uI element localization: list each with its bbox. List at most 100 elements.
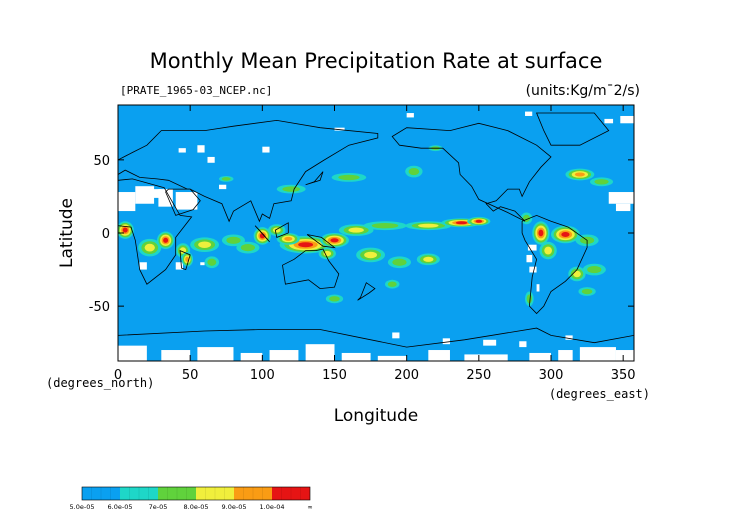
missing-cell xyxy=(197,347,234,361)
madagascar-coastline xyxy=(179,249,191,271)
x-tick-label: 0 xyxy=(114,368,122,383)
precip-patch xyxy=(284,236,293,241)
precip-patch xyxy=(574,172,585,177)
colorbar-frame xyxy=(81,486,311,501)
missing-cell xyxy=(565,335,573,340)
australia-coastline xyxy=(282,248,340,290)
japan-coastline xyxy=(305,171,324,186)
new-guinea-coastline xyxy=(306,234,336,249)
missing-cell xyxy=(615,203,631,212)
precip-patch xyxy=(198,241,212,248)
missing-cell xyxy=(604,118,614,124)
colorbar-label: 6.0e-05 xyxy=(108,503,133,511)
x-tick-label: 50 xyxy=(182,368,199,383)
missing-cell xyxy=(240,352,263,361)
missing-cell xyxy=(526,254,533,263)
colorbar-label: ∞ xyxy=(307,503,312,511)
precip-patch xyxy=(272,227,281,233)
missing-cell xyxy=(529,266,537,273)
missing-cell xyxy=(175,262,183,270)
sumatra-coastline xyxy=(254,225,270,243)
north-america-coastline xyxy=(391,122,552,222)
precip-patch xyxy=(144,243,155,252)
y-axis-label: Latitude xyxy=(57,198,77,268)
colorbar: 5.0e-05 6.0e-05 7e-05 8.0e-05 9.0e-05 1.0e-04… xyxy=(70,486,313,511)
colorbar-label: 1.0e-04 xyxy=(260,503,285,511)
missing-cell xyxy=(608,192,634,204)
colorbar-swatch xyxy=(272,487,310,500)
missing-cell xyxy=(161,350,191,361)
precip-patch xyxy=(581,288,593,295)
precip-patch xyxy=(338,174,360,181)
y-axis-unit: (degrees_north) xyxy=(46,376,154,390)
missing-cell xyxy=(197,145,205,153)
missing-cell xyxy=(135,186,155,204)
new-zealand-coastline xyxy=(357,282,376,301)
missing-cell xyxy=(178,148,186,153)
missing-cell xyxy=(529,352,552,361)
precip-patch xyxy=(221,177,231,181)
missing-cell xyxy=(377,355,407,361)
x-axis-label: Longitude xyxy=(334,406,419,426)
missing-cell xyxy=(519,341,527,348)
colorbar-swatch xyxy=(82,487,120,500)
arabia-coastline xyxy=(165,188,201,216)
plot-area xyxy=(118,105,634,361)
precip-patch xyxy=(587,265,602,274)
x-tick-label: 150 xyxy=(322,368,347,383)
missing-cell xyxy=(579,347,616,361)
y-tick-label: 0 xyxy=(102,227,110,242)
missing-cell xyxy=(334,127,345,131)
units-label: (units:Kg/m¯2/s) xyxy=(526,83,640,99)
x-axis-unit: (degrees_east) xyxy=(549,387,650,401)
precip-patch xyxy=(561,231,570,237)
precip-patch xyxy=(371,222,399,229)
x-tick-label: 300 xyxy=(539,368,564,383)
missing-cell xyxy=(483,339,497,346)
precip-patch xyxy=(240,244,256,252)
colorbar-label: 8.0e-05 xyxy=(184,503,209,511)
missing-cell xyxy=(428,350,450,361)
y-tick-label: -50 xyxy=(89,300,110,315)
colorbar-swatch xyxy=(196,487,234,500)
precip-patch xyxy=(418,223,439,228)
precip-patch xyxy=(392,258,407,266)
precip-patch xyxy=(544,246,552,255)
missing-cell xyxy=(200,262,205,266)
x-tick-label: 350 xyxy=(611,368,636,383)
colorbar-label: 5.0e-05 xyxy=(70,503,95,511)
missing-cell xyxy=(527,244,537,251)
precip-patch xyxy=(122,227,128,233)
africa-coastline xyxy=(118,178,193,285)
precip-patch xyxy=(364,251,378,259)
missing-cell xyxy=(118,345,147,361)
missing-cell xyxy=(269,350,299,361)
missing-cell xyxy=(175,192,198,210)
missing-cell xyxy=(262,146,270,153)
precip-patch xyxy=(282,186,301,192)
y-tick-label: 50 xyxy=(93,154,110,169)
precip-patch xyxy=(573,270,581,278)
precip-patch xyxy=(387,281,397,287)
colorbar-label: 9.0e-05 xyxy=(222,503,247,511)
missing-cell xyxy=(615,350,634,361)
missing-cell xyxy=(442,338,450,345)
x-tick-label: 250 xyxy=(466,368,491,383)
x-tick-label: 200 xyxy=(394,368,419,383)
colorbar-label: 7e-05 xyxy=(149,503,168,511)
missing-cell xyxy=(464,354,508,361)
missing-cell xyxy=(305,344,335,361)
precip-patch xyxy=(526,294,533,304)
missing-cell xyxy=(620,115,634,124)
south-america-coastline xyxy=(521,214,588,315)
precip-patch xyxy=(330,238,339,243)
precip-patch xyxy=(348,227,364,233)
precip-patch xyxy=(538,229,544,237)
missing-cell xyxy=(118,192,136,212)
precip-patch xyxy=(594,179,609,185)
precip-patch xyxy=(163,237,169,243)
borneo-coastline xyxy=(274,222,289,238)
greenland-coastline xyxy=(536,112,610,146)
missing-cell xyxy=(525,111,533,116)
